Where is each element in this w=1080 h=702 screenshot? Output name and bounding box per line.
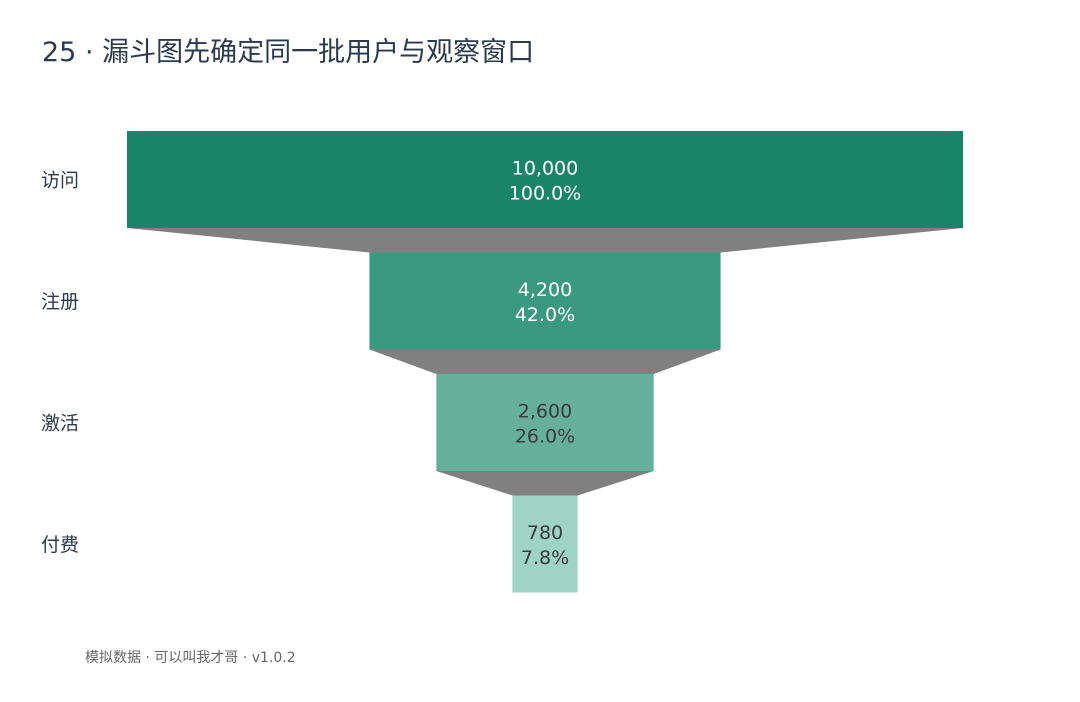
stage-label: 激活 <box>41 413 79 435</box>
funnel-bar-付费 <box>512 495 578 593</box>
funnel-connector-3 <box>436 471 654 496</box>
funnel-bar-注册 <box>369 252 721 350</box>
stage-label: 访问 <box>41 170 79 192</box>
funnel-connector-2 <box>369 349 721 374</box>
stage-label: 付费 <box>41 534 79 556</box>
funnel-bars <box>127 131 963 593</box>
percent-label: 7.8% <box>521 547 569 569</box>
chart-title: 25 · 漏斗图先确定同一批用户与观察窗口 <box>42 37 535 68</box>
funnel-labels: 10,000 100.0% 访问 4,200 42.0% 注册 2,600 26.0% 激活 78… <box>41 158 581 570</box>
funnel-bar-访问 <box>127 131 963 228</box>
percent-label: 26.0% <box>515 426 575 448</box>
value-label: 4,200 <box>518 279 572 301</box>
funnel-bar-激活 <box>436 374 654 471</box>
funnel-connectors <box>127 228 963 496</box>
value-label: 780 <box>527 522 563 544</box>
value-label: 2,600 <box>518 401 572 423</box>
stage-label: 注册 <box>41 291 79 313</box>
funnel-connector-1 <box>127 228 963 253</box>
value-label: 10,000 <box>512 158 578 180</box>
percent-label: 42.0% <box>515 304 575 326</box>
footnote: 模拟数据 · 可以叫我才哥 · v1.0.2 <box>85 650 296 666</box>
percent-label: 100.0% <box>509 183 581 205</box>
